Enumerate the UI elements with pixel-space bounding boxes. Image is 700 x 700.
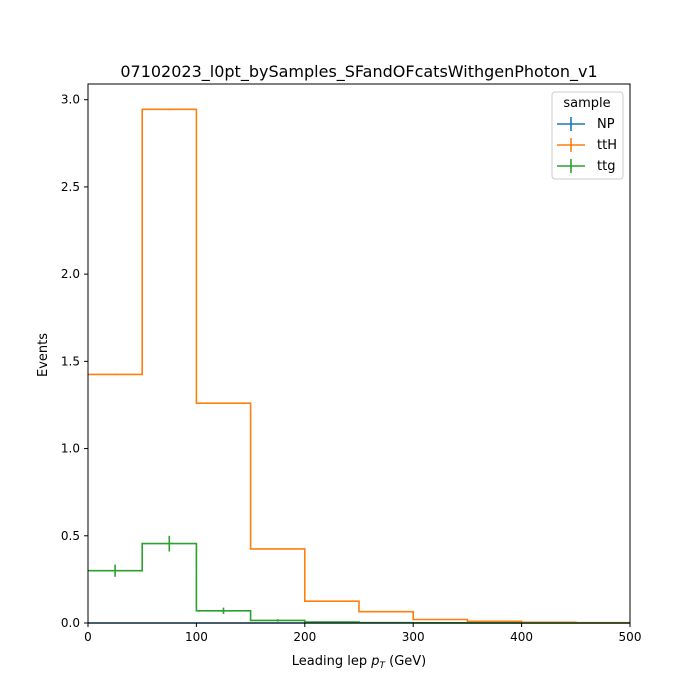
x-tick-label-0: 0 <box>84 630 92 644</box>
legend-item-np: NP <box>557 117 615 132</box>
y-tick-label-5: 2.5 <box>61 180 80 194</box>
axes-frame <box>87 83 631 624</box>
legend-item-tth: ttH <box>557 138 617 153</box>
y-tick-label-6: 3.0 <box>61 93 80 107</box>
y-tick-label-1: 0.5 <box>61 529 80 543</box>
x-axis-label: Leading lep pT (GeV) <box>292 654 426 671</box>
y-tick-label-4: 2.0 <box>61 267 80 281</box>
y-tick-label-0: 0.0 <box>61 616 80 630</box>
y-axis-label: Events <box>36 333 51 377</box>
legend: sample NP ttH ttg <box>551 91 624 180</box>
x-tick-label-5: 500 <box>619 630 642 644</box>
x-tick-label-3: 300 <box>402 630 425 644</box>
legend-frame <box>551 91 624 180</box>
legend-items: NP ttH ttg <box>557 117 617 174</box>
axes: 0 100 200 300 400 500 0.0 0.5 1.0 1.5 2.0 2.5 3.0 <box>61 83 642 644</box>
legend-label-ttg: ttg <box>597 159 615 174</box>
y-tick-label-3: 1.5 <box>61 354 80 368</box>
chart-title: 07102023_l0pt_bySamples_SFandOFcatsWithg… <box>120 62 597 82</box>
x-tick-label-2: 200 <box>293 630 316 644</box>
legend-item-ttg: ttg <box>557 159 615 174</box>
x-tick-label-4: 400 <box>510 630 533 644</box>
x-tick-label-1: 100 <box>185 630 208 644</box>
legend-title: sample <box>563 96 610 111</box>
legend-label-np: NP <box>597 117 615 132</box>
y-tick-label-2: 1.0 <box>61 442 80 456</box>
legend-label-tth: ttH <box>597 138 617 153</box>
